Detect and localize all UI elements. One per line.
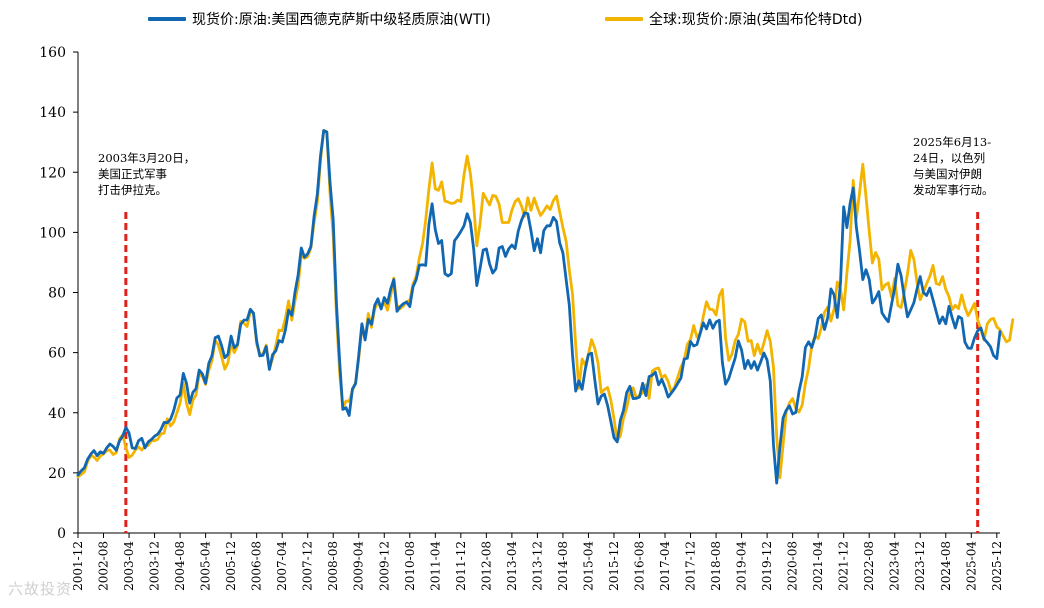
series-line-wti: [76, 129, 1002, 485]
x-tick-label-2015-12: 2015-12: [607, 541, 621, 591]
x-tick-label-2005-04: 2005-04: [199, 541, 213, 591]
legend-label-wti: 现货价:原油:美国西德克萨斯中级轻质原油(WTI): [192, 12, 491, 28]
x-tick-label-2023-12: 2023-12: [913, 541, 927, 591]
x-tick-label-2021-04: 2021-04: [811, 541, 825, 591]
x-tick-label-2005-12: 2005-12: [224, 541, 238, 591]
x-tick-label-2022-08: 2022-08: [862, 541, 876, 591]
watermark-text: 六故投资: [8, 580, 73, 598]
y-tick-label-40: 40: [48, 406, 66, 422]
y-tick-label-0: 0: [57, 526, 66, 542]
x-tick-label-2020-08: 2020-08: [786, 541, 800, 591]
legend-item-wti: 现货价:原油:美国西德克萨斯中级轻质原油(WTI): [148, 8, 491, 30]
annotation-iraq-line-3: 打击伊拉克。: [98, 183, 167, 197]
annotation-iraq-line-1: 2003年3月20日，: [98, 151, 196, 165]
x-tick-label-2006-08: 2006-08: [250, 541, 264, 591]
x-tick-label-2014-08: 2014-08: [556, 541, 570, 591]
x-tick-label-2013-04: 2013-04: [505, 541, 519, 591]
x-tick-label-2009-12: 2009-12: [377, 541, 391, 591]
y-tick-label-100: 100: [39, 225, 66, 241]
x-tick-label-2004-08: 2004-08: [173, 541, 187, 591]
x-tick-label-2008-08: 2008-08: [326, 541, 340, 591]
x-tick-label-2025-04: 2025-04: [964, 541, 978, 591]
y-tick-label-20: 20: [48, 466, 66, 482]
legend-item-brent: 全球:现货价:原油(英国布伦特Dtd): [605, 8, 863, 30]
x-tick-label-2007-04: 2007-04: [275, 541, 289, 591]
x-tick-label-2009-04: 2009-04: [352, 541, 366, 591]
x-tick-label-2010-08: 2010-08: [403, 541, 417, 591]
x-tick-label-2024-08: 2024-08: [939, 541, 953, 591]
x-tick-label-2019-04: 2019-04: [735, 541, 749, 591]
x-tick-label-2015-04: 2015-04: [581, 541, 595, 591]
x-tick-label-2019-12: 2019-12: [760, 541, 774, 591]
x-tick-label-2017-12: 2017-12: [684, 541, 698, 591]
x-tick-label-2002-08: 2002-08: [97, 541, 111, 591]
x-tick-label-2013-12: 2013-12: [530, 541, 544, 591]
x-tick-label-2012-08: 2012-08: [479, 541, 493, 591]
x-tick-label-2003-12: 2003-12: [148, 541, 162, 591]
annotation-iraq-war: 2003年3月20日， 美国正式军事 打击伊拉克。: [98, 150, 195, 198]
y-tick-label-160: 160: [39, 45, 66, 61]
series-line-brent: [76, 129, 1015, 480]
x-tick-label-2011-04: 2011-04: [428, 541, 442, 591]
annotation-iran-line-2: 24日，以色列: [913, 151, 986, 165]
x-tick-label-2017-04: 2017-04: [658, 541, 672, 591]
legend-label-brent: 全球:现货价:原油(英国布伦特Dtd): [649, 12, 863, 28]
x-tick-label-2016-08: 2016-08: [632, 541, 646, 591]
x-tick-label-2007-12: 2007-12: [301, 541, 315, 591]
y-tick-label-140: 140: [39, 105, 66, 121]
y-tick-label-60: 60: [48, 346, 66, 362]
x-tick-label-2003-04: 2003-04: [122, 541, 136, 591]
x-tick-label-2018-08: 2018-08: [709, 541, 723, 591]
y-tick-label-80: 80: [48, 286, 66, 302]
annotation-iraq-line-2: 美国正式军事: [98, 167, 167, 181]
annotation-israel-iran: 2025年6月13- 24日，以色列 与美国对伊朗 发动军事行动。: [913, 134, 994, 198]
x-tick-label-2021-12: 2021-12: [837, 541, 851, 591]
annotation-iran-line-1: 2025年6月13-: [913, 135, 992, 149]
x-tick-label-2023-04: 2023-04: [888, 541, 902, 591]
x-tick-label-2025-12: 2025-12: [990, 541, 1004, 591]
annotation-iran-line-3: 与美国对伊朗: [913, 167, 982, 181]
y-tick-label-120: 120: [39, 165, 66, 181]
x-tick-label-2001-12: 2001-12: [71, 541, 85, 591]
annotation-iran-line-4: 发动军事行动。: [913, 183, 994, 197]
x-tick-label-2011-12: 2011-12: [454, 541, 468, 591]
legend-swatch-brent: [605, 17, 643, 21]
legend-swatch-wti: [148, 17, 186, 21]
